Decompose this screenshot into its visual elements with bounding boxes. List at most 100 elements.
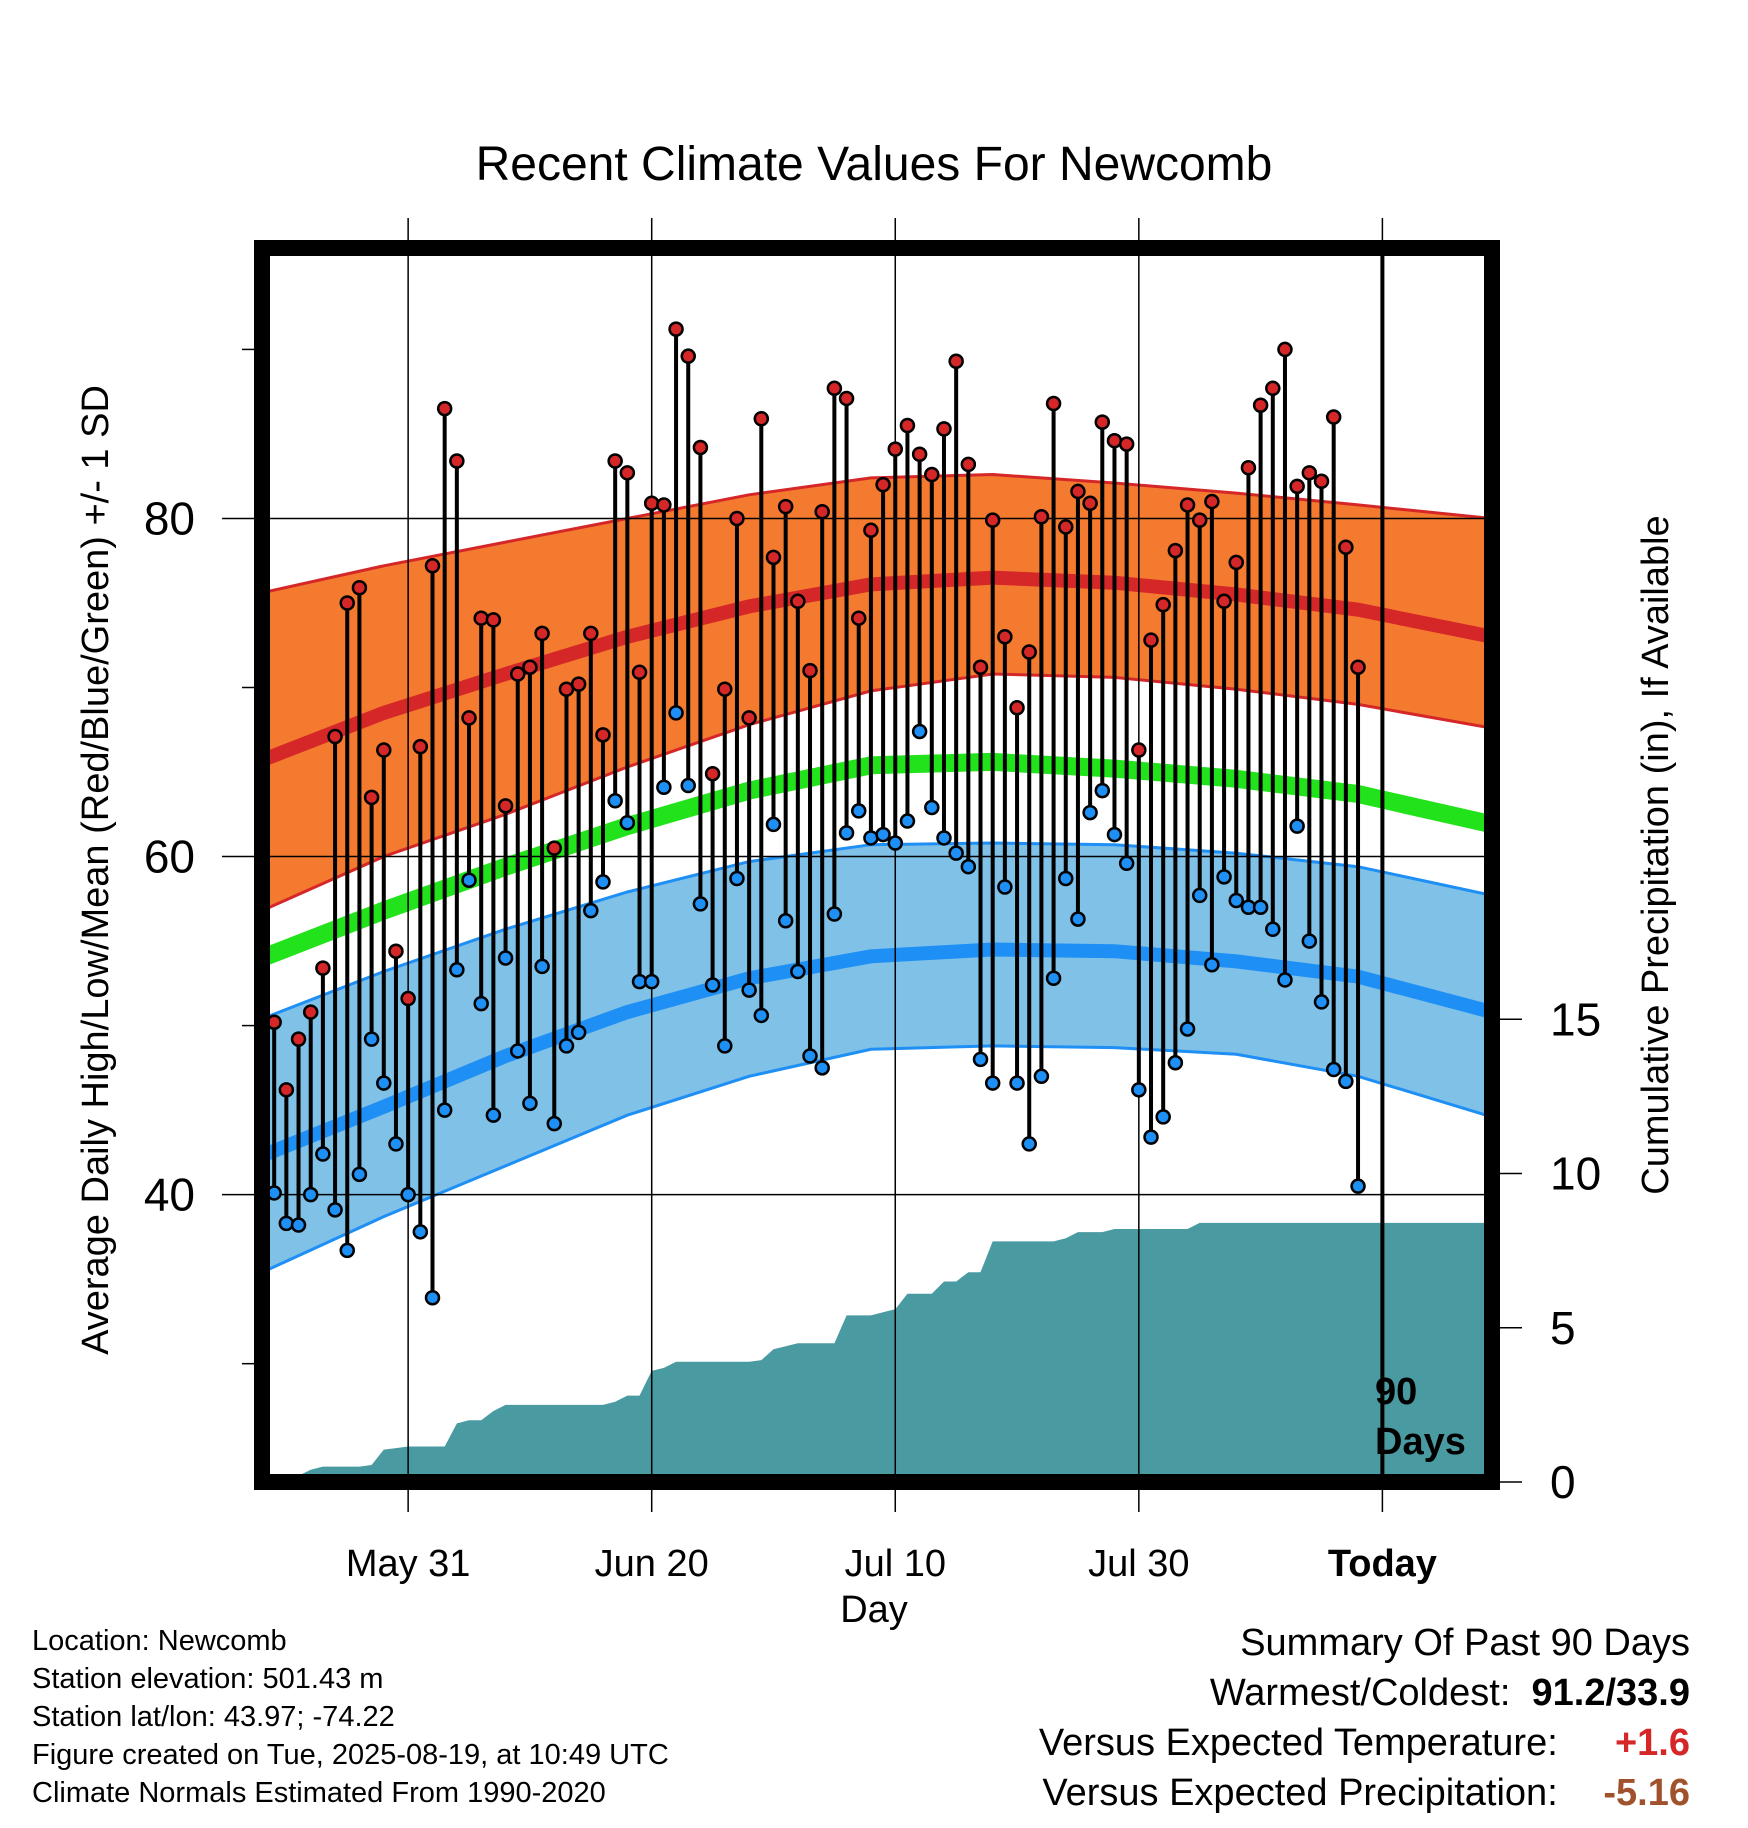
low-point bbox=[753, 1007, 770, 1024]
high-point bbox=[887, 441, 904, 457]
low-point bbox=[972, 1051, 989, 1068]
plot-frame bbox=[254, 240, 1500, 1490]
high-point bbox=[1350, 659, 1366, 675]
low-point bbox=[473, 995, 489, 1012]
low-point bbox=[290, 1217, 307, 1233]
normal-low-line bbox=[262, 942, 1492, 1163]
high-point bbox=[1058, 519, 1074, 535]
low-point bbox=[595, 874, 611, 890]
high-point bbox=[1179, 497, 1196, 513]
low-point bbox=[1179, 1021, 1196, 1037]
low-point bbox=[339, 1242, 355, 1259]
low-point bbox=[424, 1289, 441, 1306]
high-point bbox=[473, 610, 489, 626]
high-point bbox=[777, 498, 794, 515]
low-point bbox=[363, 1031, 380, 1047]
high-point bbox=[583, 625, 599, 642]
low-point bbox=[814, 1060, 830, 1076]
high-point bbox=[1301, 465, 1318, 481]
y2-tick-label: 15 bbox=[1550, 993, 1601, 1045]
high-upper-edge bbox=[262, 472, 1492, 595]
y-tick-label: 80 bbox=[144, 492, 195, 544]
high-point bbox=[388, 943, 404, 959]
high-point bbox=[449, 453, 465, 469]
created-text: Figure created on Tue, 2025-08-19, at 10… bbox=[32, 1739, 669, 1771]
high-point bbox=[278, 1082, 295, 1098]
low-point bbox=[302, 1186, 319, 1203]
high-point bbox=[1070, 483, 1086, 500]
low-point bbox=[558, 1038, 575, 1054]
high-point bbox=[668, 321, 684, 337]
low-point bbox=[948, 845, 964, 861]
high-point bbox=[643, 495, 660, 512]
high-point bbox=[1155, 596, 1171, 613]
high-point bbox=[424, 558, 441, 574]
temp-value: +1.6 bbox=[1614, 1722, 1690, 1764]
low-point bbox=[1228, 892, 1245, 909]
high-point bbox=[1082, 495, 1098, 512]
high-point bbox=[315, 960, 331, 976]
low-point bbox=[680, 777, 696, 794]
low-point bbox=[668, 705, 684, 721]
low-point bbox=[1350, 1178, 1366, 1194]
summary-panel: Summary Of Past 90 Days Warmest/Coldest:… bbox=[1039, 1618, 1690, 1818]
low-point bbox=[1338, 1073, 1354, 1090]
low-point bbox=[717, 1038, 733, 1054]
low-point bbox=[1167, 1055, 1184, 1071]
high-point bbox=[485, 612, 502, 628]
axes: 40 60 80 0 5 10 15 May 31 Jun 20 Jul 10 Jul 30 Toda… bbox=[144, 348, 1601, 1585]
high-point bbox=[1252, 397, 1269, 413]
chart-title: Recent Climate Values For Newcomb bbox=[476, 138, 1273, 191]
high-point bbox=[1131, 742, 1147, 758]
low-point bbox=[656, 779, 672, 795]
high-point bbox=[838, 390, 855, 407]
high-point bbox=[631, 664, 648, 681]
x-tick-label: Jul 10 bbox=[845, 1543, 946, 1585]
low-point bbox=[412, 1224, 429, 1240]
y2-tick-label: 5 bbox=[1550, 1302, 1576, 1354]
x-tick-label: May 31 bbox=[346, 1543, 471, 1585]
y2-tick-label: 10 bbox=[1550, 1148, 1601, 1200]
high-point bbox=[509, 666, 526, 682]
low-point bbox=[1009, 1075, 1025, 1091]
high-point bbox=[802, 662, 818, 679]
low-point bbox=[997, 879, 1013, 895]
y-tick-label: 40 bbox=[144, 1169, 195, 1221]
low-point bbox=[1106, 826, 1123, 843]
low-point bbox=[522, 1095, 538, 1112]
high-point bbox=[960, 456, 977, 473]
warmest-value: 91.2/33.9 bbox=[1531, 1672, 1690, 1714]
low-point bbox=[619, 814, 636, 831]
x-tick-label: Jun 20 bbox=[595, 1543, 709, 1585]
low-point bbox=[449, 962, 465, 978]
high-point bbox=[826, 380, 843, 397]
precip-value: -5.16 bbox=[1603, 1772, 1690, 1814]
high-point bbox=[899, 417, 916, 434]
high-point bbox=[1204, 493, 1220, 510]
high-point bbox=[363, 789, 380, 806]
low-point bbox=[924, 799, 940, 816]
low-point bbox=[704, 977, 721, 993]
low-point bbox=[1131, 1082, 1147, 1098]
high-point bbox=[1265, 380, 1281, 397]
high-point bbox=[741, 710, 757, 726]
low-point bbox=[729, 870, 745, 887]
high-point bbox=[850, 610, 867, 626]
low-point bbox=[1033, 1068, 1050, 1085]
y2-tick-label: 0 bbox=[1550, 1456, 1576, 1508]
summary-warmest-row: Warmest/Coldest: 91.2/33.9 bbox=[1039, 1668, 1690, 1718]
high-point bbox=[1338, 539, 1354, 555]
low-point bbox=[1082, 804, 1098, 821]
high-point bbox=[400, 990, 416, 1007]
low-point bbox=[583, 902, 599, 919]
high-point bbox=[790, 593, 806, 610]
low-point bbox=[546, 1115, 563, 1132]
low-point bbox=[1325, 1061, 1342, 1078]
low-point bbox=[838, 825, 855, 841]
low-point bbox=[436, 1102, 453, 1118]
high-point bbox=[302, 1004, 319, 1020]
low-point bbox=[1045, 970, 1062, 987]
warmest-label: Warmest/Coldest: bbox=[1209, 1672, 1511, 1714]
temp-label: Versus Expected Temperature: bbox=[1038, 1722, 1558, 1764]
low-point bbox=[741, 982, 757, 998]
